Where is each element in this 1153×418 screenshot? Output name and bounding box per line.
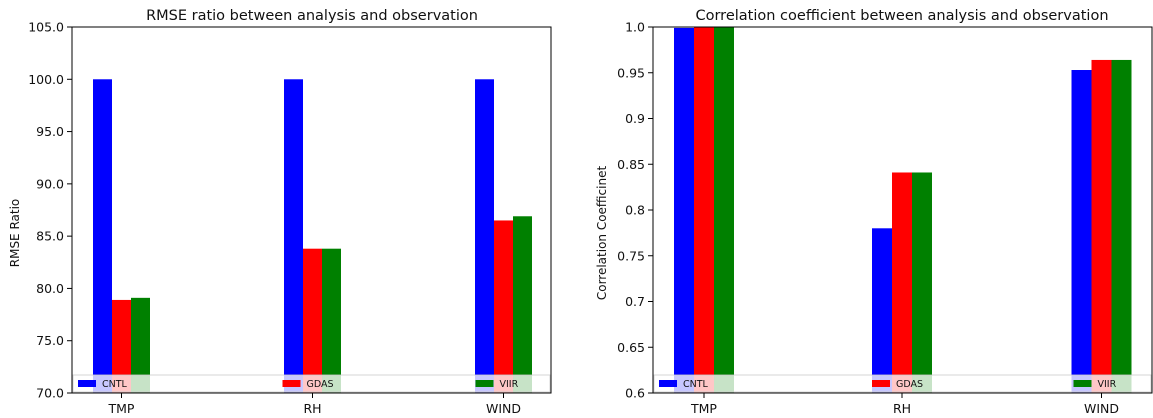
rmse-chart-bar-gdas-rh <box>303 248 322 393</box>
rmse-chart-ytick-label: 90.0 <box>36 176 64 191</box>
correlation-chart-ytick-label: 0.75 <box>617 248 645 263</box>
rmse-chart-legend: CNTL GDAS VIIR <box>72 374 551 393</box>
correlation-chart-ytick-label: 0.9 <box>625 111 645 126</box>
rmse-chart-ytick-label: 85.0 <box>36 229 64 244</box>
correlation-chart-ytick-label: 0.85 <box>617 157 645 172</box>
correlation-chart: Correlation coefficient between analysis… <box>595 8 1153 416</box>
rmse-chart-ylabel: RMSE Ratio <box>8 199 22 268</box>
rmse-chart-legend-label-cntl: CNTL <box>102 379 128 390</box>
correlation-chart-x-axis: TMP RH WIND <box>690 393 1119 416</box>
correlation-chart-bars <box>674 27 1132 393</box>
correlation-chart-bar-viir-wind <box>1111 59 1132 393</box>
correlation-chart-ytick-label: 0.65 <box>617 340 645 355</box>
rmse-chart-xtick-label: RH <box>303 401 321 416</box>
correlation-chart-legend-label-viir: VIIR <box>1098 379 1117 390</box>
rmse-chart-ytick-label: 80.0 <box>36 281 64 296</box>
rmse-chart-ytick-label: 70.0 <box>36 386 64 401</box>
rmse-chart: RMSE ratio between analysis and observat… <box>8 8 552 416</box>
rmse-chart-bar-gdas-tmp <box>112 299 131 393</box>
correlation-chart-legend-label-cntl: CNTL <box>683 379 709 390</box>
rmse-chart-legend-swatch-viir <box>475 380 494 387</box>
correlation-chart-xtick-label: RH <box>893 401 911 416</box>
correlation-chart-ytick-label: 1.0 <box>625 20 645 35</box>
correlation-chart-title: Correlation coefficient between analysis… <box>695 8 1108 24</box>
rmse-chart-y-axis: 70.0 75.0 80.0 85.0 90.0 95.0 100.0 105.0 <box>28 20 72 401</box>
correlation-chart-bar-cntl-wind <box>1071 70 1092 393</box>
rmse-chart-bar-cntl-wind <box>475 79 494 394</box>
rmse-chart-ytick-label: 100.0 <box>28 72 64 87</box>
correlation-chart-ytick-label: 0.95 <box>617 65 645 80</box>
correlation-chart-legend-swatch-gdas <box>872 380 890 387</box>
rmse-chart-legend-swatch-cntl <box>78 380 96 387</box>
rmse-chart-bar-viir-wind <box>513 216 532 393</box>
correlation-chart-legend-swatch-viir <box>1073 380 1092 387</box>
correlation-chart-legend-box <box>653 374 1152 393</box>
rmse-chart-xtick-label: WIND <box>486 401 521 416</box>
rmse-chart-bar-cntl-tmp <box>93 79 112 394</box>
correlation-chart-bar-cntl-tmp <box>674 27 694 393</box>
rmse-chart-bar-cntl-rh <box>284 79 303 394</box>
correlation-chart-bar-gdas-tmp <box>694 27 714 393</box>
rmse-chart-legend-label-gdas: GDAS <box>307 379 334 390</box>
rmse-chart-bars <box>93 79 532 394</box>
rmse-chart-bar-gdas-wind <box>494 220 513 393</box>
correlation-chart-bar-gdas-wind <box>1091 59 1112 393</box>
rmse-chart-title: RMSE ratio between analysis and observat… <box>146 8 478 24</box>
correlation-chart-xtick-label: TMP <box>690 401 717 416</box>
rmse-chart-x-axis: TMP RH WIND <box>108 393 521 416</box>
rmse-chart-bar-viir-rh <box>322 248 341 393</box>
correlation-chart-xtick-label: WIND <box>1084 401 1119 416</box>
correlation-chart-bar-cntl-rh <box>872 228 892 393</box>
rmse-chart-ytick-label: 75.0 <box>36 333 64 348</box>
correlation-chart-legend: CNTL GDAS VIIR <box>653 374 1152 393</box>
rmse-chart-legend-swatch-gdas <box>282 380 301 387</box>
correlation-chart-y-axis: 0.6 0.65 0.7 0.75 0.8 0.85 0.9 0.95 1.0 <box>617 20 653 401</box>
rmse-chart-legend-box <box>72 374 551 393</box>
rmse-chart-xtick-label: TMP <box>108 401 135 416</box>
rmse-chart-ytick-label: 95.0 <box>36 124 64 139</box>
correlation-chart-legend-label-gdas: GDAS <box>896 379 923 390</box>
rmse-chart-legend-label-viir: VIIR <box>500 379 519 390</box>
correlation-chart-ytick-label: 0.6 <box>625 386 645 401</box>
rmse-chart-ytick-label: 105.0 <box>28 20 64 35</box>
rmse-chart-plot-frame <box>71 26 552 394</box>
correlation-chart-bar-gdas-rh <box>892 172 912 393</box>
rmse-chart-bar-viir-tmp <box>131 297 150 393</box>
correlation-chart-bar-viir-rh <box>912 172 932 393</box>
correlation-chart-ylabel: Correlation Coefficinet <box>595 166 609 301</box>
correlation-chart-bar-viir-tmp <box>714 27 734 393</box>
correlation-chart-ytick-label: 0.7 <box>625 294 645 309</box>
correlation-chart-ytick-label: 0.8 <box>625 203 645 218</box>
correlation-chart-legend-swatch-cntl <box>659 380 677 387</box>
